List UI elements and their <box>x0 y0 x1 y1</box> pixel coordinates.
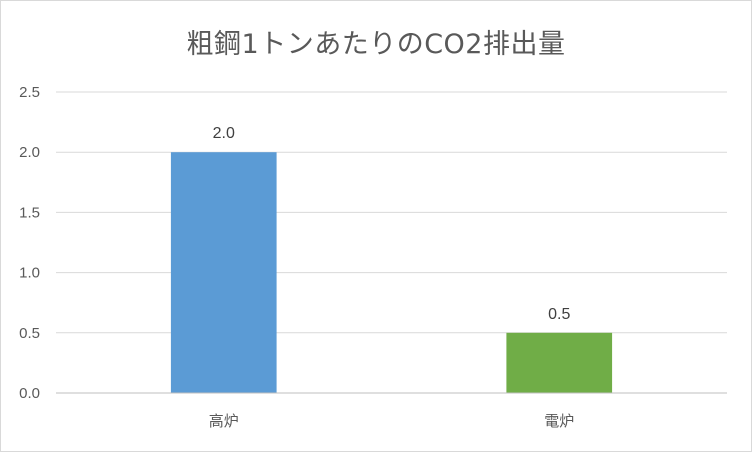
y-axis-tick-labels: 0.0 0.5 1.0 1.5 2.0 2.5 <box>19 84 40 402</box>
category-label-1: 高炉 <box>209 412 239 430</box>
chart-title: 粗鋼1トンあたりのCO2排出量 <box>186 29 566 60</box>
data-label-2: 0.5 <box>548 306 570 323</box>
data-label-1: 2.0 <box>213 125 235 142</box>
bars <box>170 152 613 393</box>
category-label-2: 電炉 <box>544 412 574 430</box>
y-tick-label: 0.5 <box>19 325 40 342</box>
bar-1 <box>170 152 277 393</box>
y-tick-label: 1.5 <box>19 204 40 221</box>
x-axis-category-labels: 高炉 電炉 <box>209 412 575 430</box>
y-tick-label: 2.5 <box>19 84 40 101</box>
gridlines <box>56 91 727 334</box>
y-tick-label: 1.0 <box>19 265 40 282</box>
data-labels: 2.0 0.5 <box>213 125 571 323</box>
bar-2 <box>506 332 613 393</box>
y-tick-label: 2.0 <box>19 144 40 161</box>
y-tick-label: 0.0 <box>19 385 40 402</box>
